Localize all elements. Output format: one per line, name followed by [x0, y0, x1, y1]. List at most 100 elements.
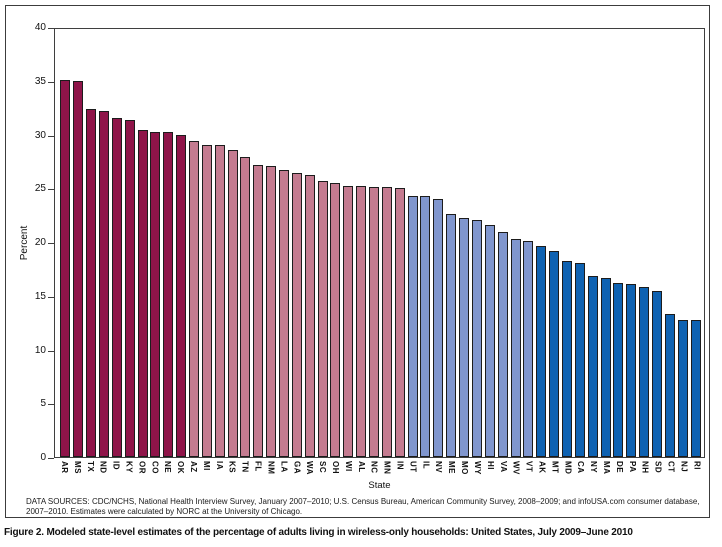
bar-slot-KS [226, 29, 239, 457]
x-tick-label-UT: UT [408, 461, 418, 473]
x-tick-slot-AK: AK [536, 461, 549, 475]
bar-NC [369, 187, 380, 457]
bar-TN [240, 157, 251, 457]
x-tick-label-CA: CA [576, 461, 586, 474]
y-tick-mark-25 [48, 189, 54, 191]
x-tick-label-AK: AK [537, 461, 547, 474]
bar-TX [86, 109, 97, 457]
x-tick-slot-OH: OH [329, 461, 342, 475]
bar-slot-MD [561, 29, 574, 457]
x-tick-slot-MN: MN [381, 461, 394, 475]
bar-AK [536, 246, 547, 457]
x-tick-label-OH: OH [330, 461, 340, 474]
x-tick-slot-WA: WA [303, 461, 316, 475]
bar-CA [574, 263, 585, 457]
bar-OK [176, 134, 187, 457]
x-tick-slot-IA: IA [213, 461, 226, 475]
bar-NE [163, 131, 174, 457]
x-tick-slot-FL: FL [252, 461, 265, 475]
bar-slot-AK [535, 29, 548, 457]
x-tick-slot-CA: CA [574, 461, 587, 475]
bar-ND [99, 111, 109, 457]
x-tick-slot-DE: DE [613, 461, 626, 475]
plot-area [54, 28, 705, 458]
bar-CO [150, 131, 161, 457]
bar-NV [433, 199, 444, 457]
x-tick-label-MS: MS [72, 461, 82, 474]
bars-container [55, 29, 704, 457]
x-tick-label-TX: TX [85, 461, 95, 473]
x-tick-label-VT: VT [524, 461, 534, 473]
bar-slot-MN [380, 29, 393, 457]
x-tick-label-CO: CO [150, 461, 160, 474]
bar-KS [227, 149, 238, 457]
x-tick-label-NV: NV [434, 461, 444, 474]
x-tick-label-CT: CT [666, 461, 676, 473]
bar-slot-NY [586, 29, 599, 457]
bar-slot-ND [98, 29, 111, 457]
x-tick-label-NE: NE [163, 461, 173, 474]
y-tick-mark-40 [48, 28, 54, 29]
bar-FL [253, 164, 264, 457]
x-tick-label-ID: ID [111, 461, 121, 470]
x-tick-slot-MI: MI [200, 461, 213, 475]
bar-LA [279, 170, 290, 457]
x-tick-label-HI: HI [485, 461, 495, 470]
bar-GA [291, 173, 302, 457]
x-tick-label-KY: KY [124, 461, 134, 474]
bar-MA [600, 278, 611, 457]
x-tick-label-GA: GA [292, 461, 302, 474]
bar-slot-IA [213, 29, 226, 457]
bar-slot-MS [72, 29, 85, 457]
bar-slot-NJ [676, 29, 689, 457]
bar-slot-DE [612, 29, 625, 457]
x-tick-label-ME: ME [447, 461, 457, 474]
x-tick-slot-CT: CT [665, 461, 678, 475]
bar-IN [394, 188, 405, 457]
bar-slot-NC [368, 29, 381, 457]
y-tick-mark-20 [48, 243, 54, 244]
x-tick-slot-OK: OK [174, 461, 187, 475]
bar-MT [549, 250, 560, 457]
bar-MD [561, 261, 572, 457]
bar-WY [471, 219, 482, 457]
x-tick-label-NJ: NJ [679, 461, 689, 473]
bar-slot-IN [393, 29, 406, 457]
x-tick-slot-ND: ND [97, 461, 110, 475]
x-tick-slot-NH: NH [639, 461, 652, 475]
x-tick-slot-SC: SC [316, 461, 329, 475]
x-tick-label-WY: WY [472, 461, 482, 475]
bar-slot-IL [419, 29, 432, 457]
bar-slot-SC [316, 29, 329, 457]
bar-slot-WI [342, 29, 355, 457]
x-tick-slot-CO: CO [148, 461, 161, 475]
bar-slot-FL [252, 29, 265, 457]
x-tick-label-OK: OK [176, 461, 186, 474]
bar-OH [330, 183, 341, 457]
x-axis-title: State [368, 480, 391, 491]
x-axis-tick-labels: AR MS TX ND ID KY OR CO NE OK AZ MI IA KS TN FL NM LA GA WA… [54, 461, 705, 475]
bar-slot-SD [651, 29, 664, 457]
y-tick-mark-15 [48, 296, 54, 298]
bar-MI [201, 144, 212, 457]
x-tick-slot-AZ: AZ [187, 461, 200, 475]
x-tick-label-MN: MN [382, 461, 392, 475]
y-tick-label-5: 5 [40, 398, 46, 410]
bar-AZ [189, 141, 200, 457]
x-tick-slot-KS: KS [226, 461, 239, 475]
bar-MO [459, 218, 470, 457]
x-tick-slot-RI: RI [690, 461, 703, 475]
y-tick-mark-10 [48, 350, 54, 352]
bar-slot-PA [625, 29, 638, 457]
x-tick-label-RI: RI [692, 461, 702, 470]
bar-slot-CO [149, 29, 162, 457]
x-tick-label-AZ: AZ [189, 461, 199, 473]
bar-MN [381, 187, 392, 457]
bar-NH [639, 286, 650, 457]
bar-ID [111, 117, 122, 457]
bar-slot-GA [290, 29, 303, 457]
x-tick-slot-MD: MD [561, 461, 574, 475]
x-tick-slot-NJ: NJ [678, 461, 691, 475]
x-tick-slot-LA: LA [277, 461, 290, 475]
